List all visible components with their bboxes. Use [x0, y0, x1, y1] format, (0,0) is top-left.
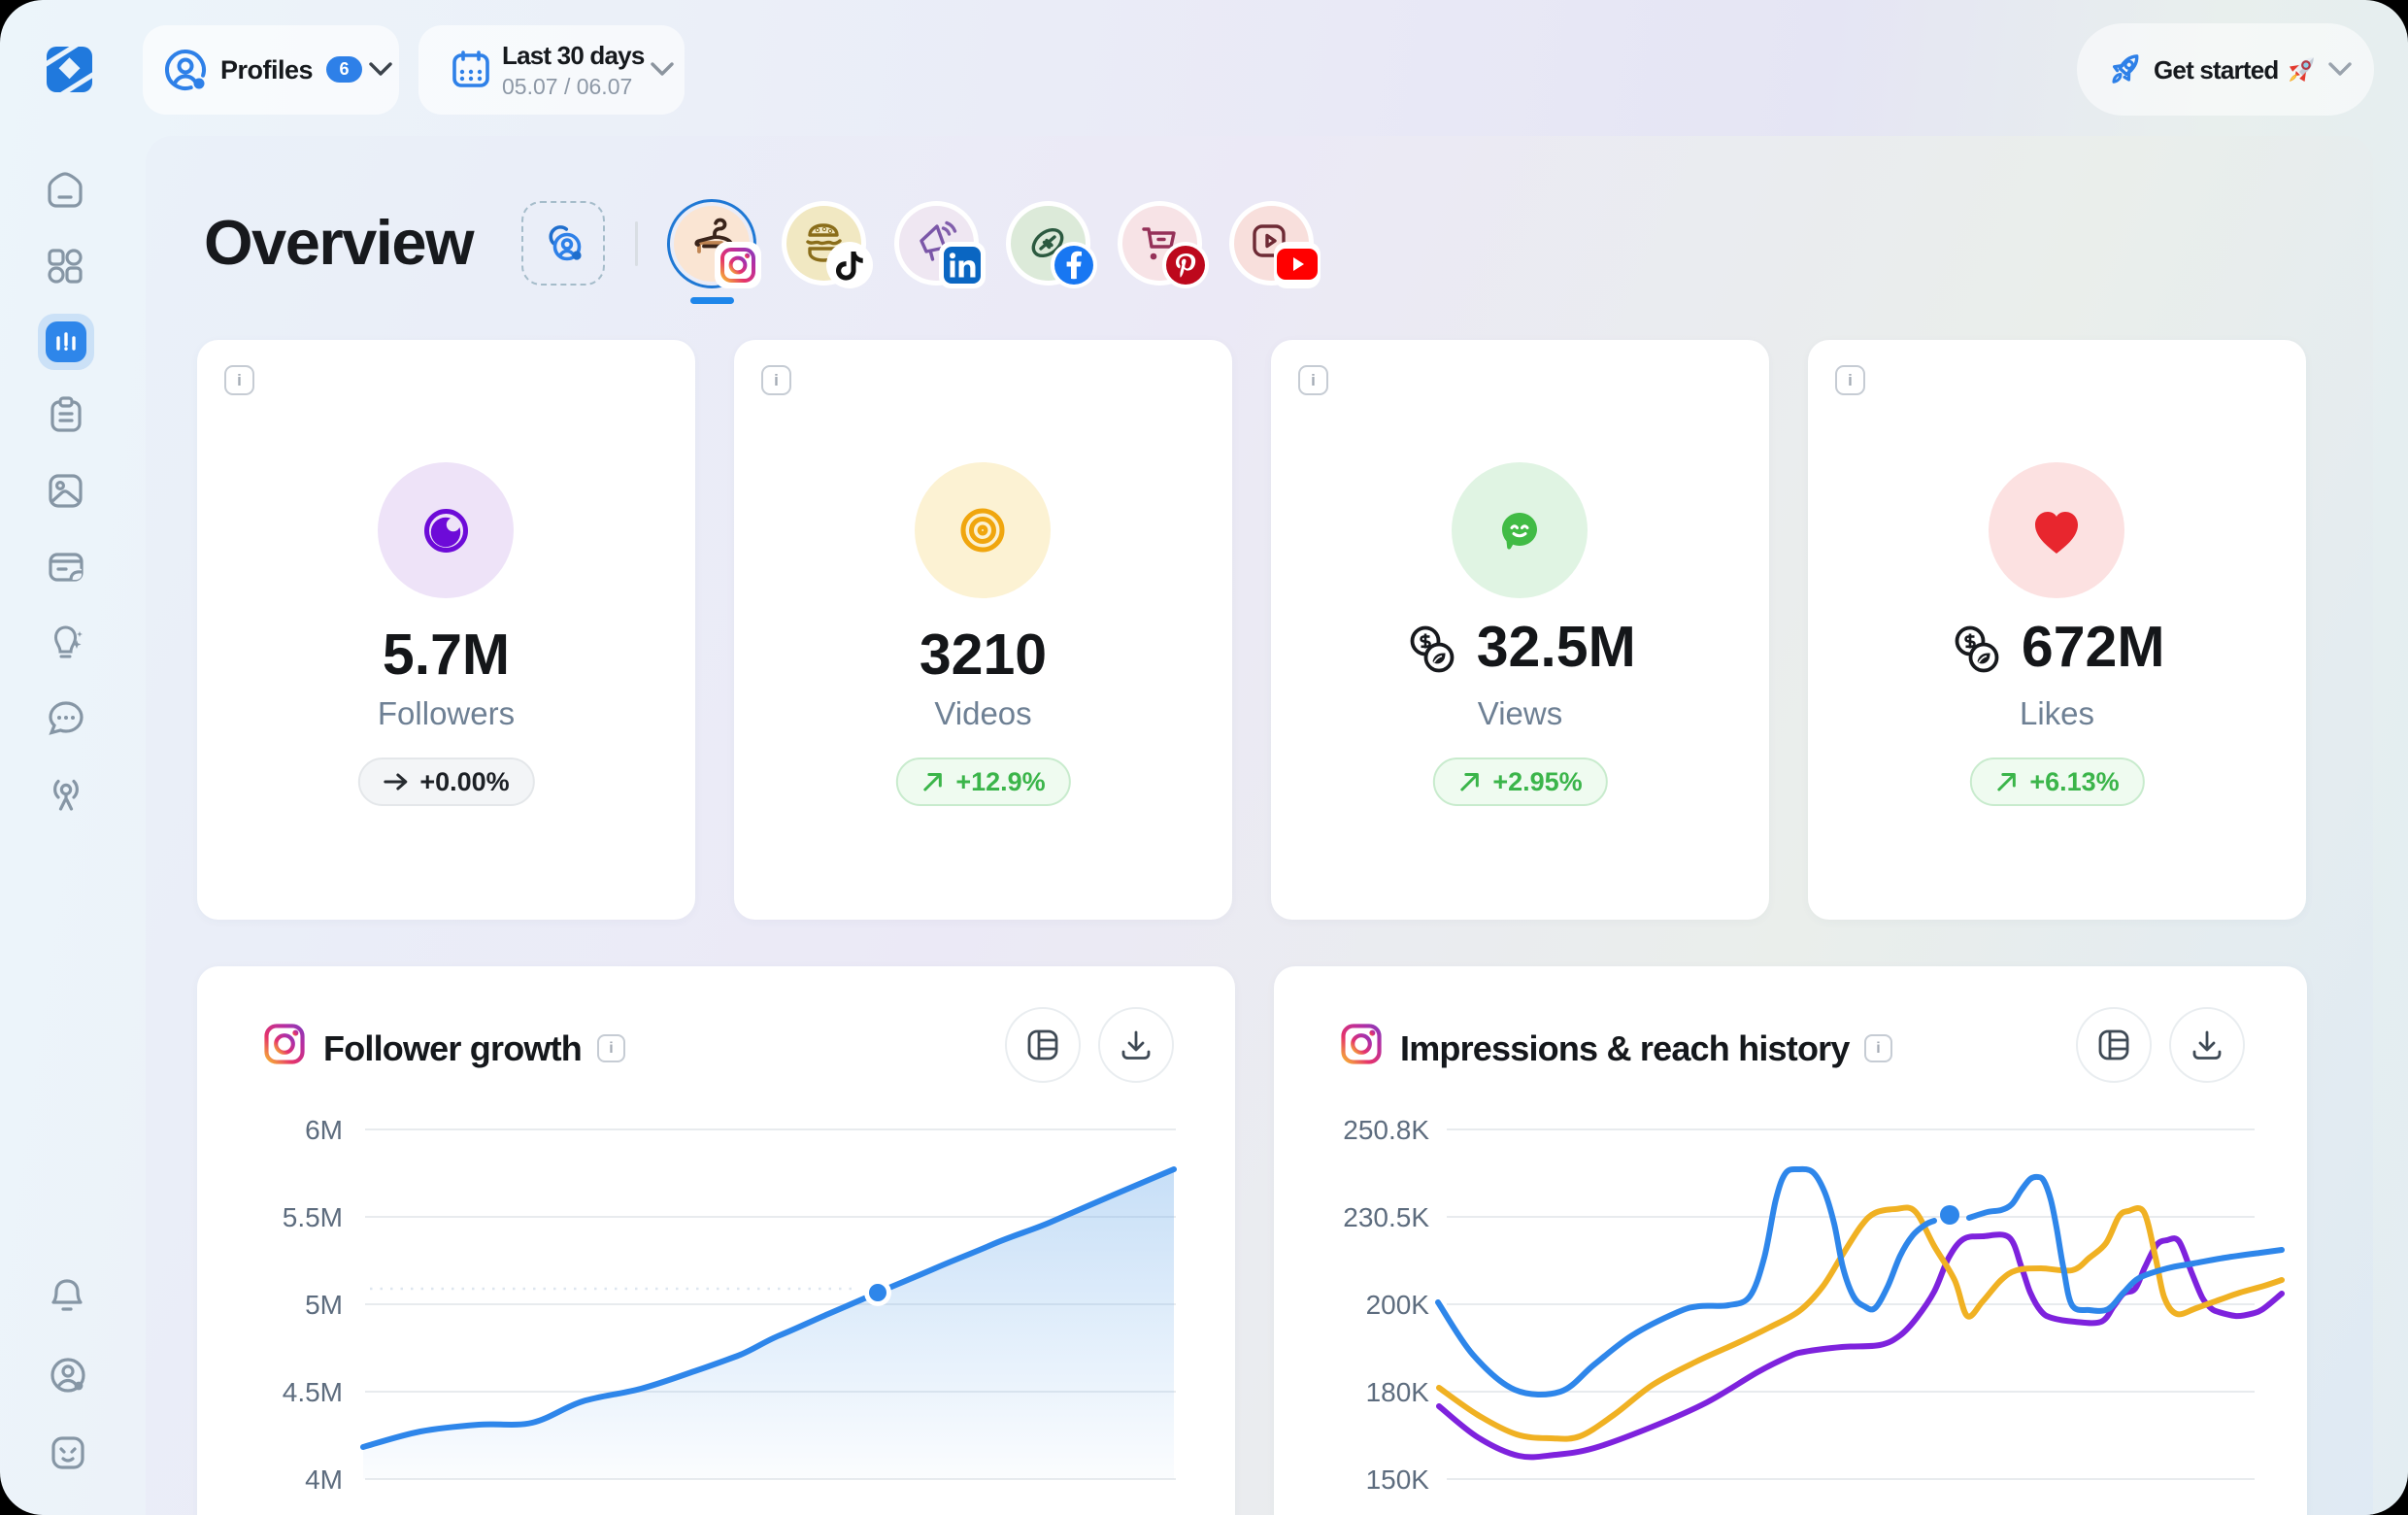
svg-text:4.5M: 4.5M — [283, 1377, 343, 1407]
svg-text:180K: 180K — [1366, 1377, 1430, 1407]
svg-text:230.5K: 230.5K — [1343, 1202, 1429, 1232]
svg-text:4M: 4M — [305, 1464, 343, 1495]
svg-text:5.5M: 5.5M — [283, 1202, 343, 1232]
svg-text:5M: 5M — [305, 1290, 343, 1320]
svg-text:200K: 200K — [1366, 1290, 1430, 1320]
svg-text:6M: 6M — [305, 1115, 343, 1145]
svg-text:150K: 150K — [1366, 1464, 1430, 1495]
svg-text:250.8K: 250.8K — [1343, 1115, 1429, 1145]
